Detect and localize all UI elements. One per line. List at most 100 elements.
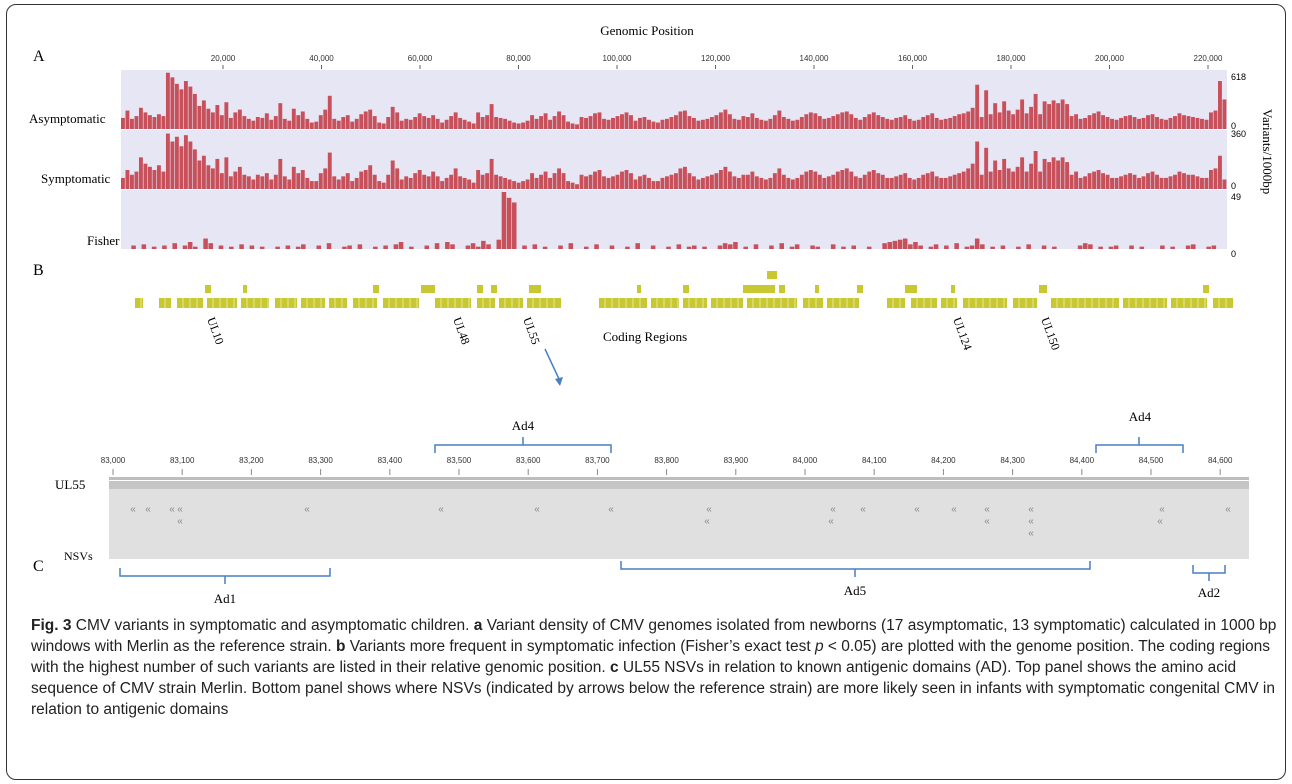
variant-bar <box>530 173 535 189</box>
variant-bar <box>902 238 908 249</box>
variant-bar <box>417 170 422 189</box>
variant-bar <box>629 115 633 129</box>
coding-region <box>887 298 905 308</box>
variant-bar <box>233 112 238 129</box>
variant-bar <box>458 117 463 129</box>
variant-bar <box>532 244 538 249</box>
variant-bar <box>997 112 1002 129</box>
variant-bar <box>1209 170 1213 189</box>
variant-bar <box>1077 245 1083 249</box>
variant-bar <box>858 177 863 189</box>
variant-bar <box>696 120 701 129</box>
variant-bar <box>866 246 872 249</box>
variant-bar <box>984 90 989 129</box>
track-name-fisher: Fisher <box>87 233 120 248</box>
variant-bar <box>203 238 208 249</box>
panel-c-tick-label: 84,200 <box>931 456 956 465</box>
ad4-brace-left <box>434 437 612 453</box>
variant-bar <box>471 123 476 129</box>
variant-bar <box>426 176 431 189</box>
variant-bar <box>377 122 382 129</box>
top-tick-label: 40,000 <box>309 54 334 63</box>
variant-bar <box>1146 115 1150 129</box>
variant-bar <box>840 112 845 129</box>
variant-bar <box>444 119 449 129</box>
variant-bar <box>494 117 499 129</box>
variant-bar <box>350 181 355 189</box>
variant-bar <box>201 100 206 129</box>
variant-bar <box>1006 168 1011 189</box>
panel-c-tick-label: 83,300 <box>308 456 333 465</box>
variant-bar <box>815 246 821 249</box>
variant-bar <box>242 174 247 189</box>
variant-bar <box>921 174 926 189</box>
coding-region <box>1013 298 1037 308</box>
variant-bar <box>795 119 800 129</box>
gene-label-ul10: UL10 <box>204 315 227 346</box>
nsv-arrow-icon: « <box>830 504 836 515</box>
caption-b-label: b <box>335 638 346 655</box>
variant-bar <box>1150 114 1155 129</box>
variant-bar <box>1164 177 1168 189</box>
variant-bar <box>795 177 800 189</box>
variant-bar <box>475 246 481 249</box>
variant-bar <box>954 243 959 249</box>
nsv-arrow-icon: « <box>534 504 540 515</box>
variant-bar <box>723 166 728 189</box>
nsv-arrow-icon: « <box>1028 504 1034 515</box>
variant-bar <box>224 102 229 129</box>
variant-bar <box>368 109 373 129</box>
top-axis-ticks: 20,000 40,000 60,000 80,000 100,000 120,000 14… <box>211 54 1223 69</box>
variant-bar <box>386 117 391 129</box>
variant-bar <box>237 166 242 189</box>
variant-bar <box>916 119 921 129</box>
variant-bar <box>790 120 795 129</box>
variant-bar <box>255 117 260 129</box>
variant-bar <box>558 245 563 249</box>
variant-bar <box>1042 101 1047 129</box>
variant-bar <box>264 173 269 189</box>
variant-bar <box>291 108 296 129</box>
variant-bar <box>462 119 467 129</box>
top-tick-label: 20,000 <box>211 54 236 63</box>
variant-bar <box>745 174 750 189</box>
variant-bar <box>781 117 786 129</box>
variant-bar <box>165 133 170 189</box>
domain-ad5: Ad5 <box>844 583 866 598</box>
caption-c-label: c <box>609 659 619 676</box>
variant-bar <box>1146 173 1150 189</box>
variants-per-kb-label: Variants/1000bp <box>1260 109 1275 194</box>
variant-bar <box>161 171 166 189</box>
variant-bar <box>862 117 867 129</box>
variant-bar <box>1016 246 1021 249</box>
variant-bar <box>465 245 471 249</box>
variant-bar <box>521 122 526 129</box>
variant-bar <box>826 176 831 189</box>
variant-bar <box>327 152 332 189</box>
variant-bar <box>516 123 521 129</box>
coding-region <box>435 298 471 308</box>
variant-bar <box>1110 118 1115 129</box>
variant-bar <box>192 93 197 129</box>
variant-bar <box>1047 104 1052 129</box>
variant-bar <box>723 109 728 129</box>
variant-bar <box>462 177 467 189</box>
coding-region <box>1123 298 1167 308</box>
variant-bar <box>1033 151 1038 189</box>
nsv-arrow-icon: « <box>608 504 614 515</box>
variant-bar <box>853 117 858 129</box>
variant-bar <box>835 171 840 189</box>
variant-bar <box>660 119 665 129</box>
variant-bar <box>548 119 553 129</box>
variant-bar <box>759 177 764 189</box>
variant-bar <box>1041 245 1047 249</box>
variant-bar <box>676 244 682 249</box>
caption-fig-label: Fig. 3 <box>31 617 72 634</box>
panel-c-tick-label: 84,500 <box>1139 456 1164 465</box>
variant-bar <box>925 173 930 189</box>
variant-bar <box>255 174 260 189</box>
variant-bar <box>359 114 364 129</box>
variant-bar <box>327 95 332 129</box>
variant-bar <box>390 160 395 189</box>
variant-bar <box>445 242 450 249</box>
